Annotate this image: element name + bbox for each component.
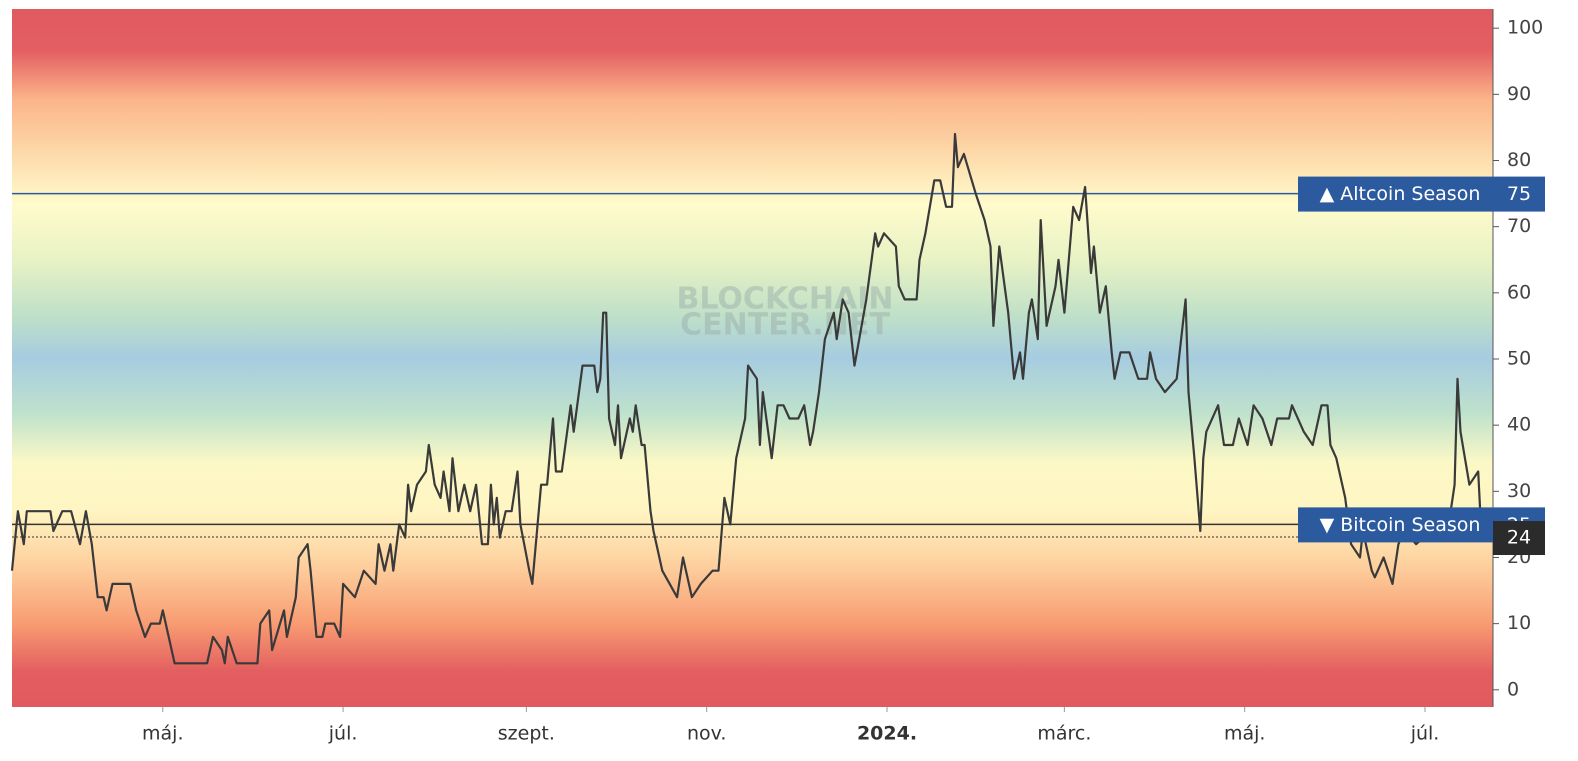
threshold-label-box [1298, 176, 1493, 212]
x-tick-label: 2024. [857, 723, 917, 745]
threshold-label: ▲ Altcoin Season [1320, 183, 1481, 205]
threshold-value-box [1493, 176, 1545, 212]
y-tick-label: 40 [1507, 414, 1531, 436]
y-tick-label: 90 [1507, 83, 1531, 105]
current-value-box [1493, 521, 1545, 556]
threshold-label: ▼ Bitcoin Season [1320, 514, 1481, 536]
y-tick-label: 70 [1507, 215, 1531, 237]
y-tick-label: 100 [1507, 17, 1543, 39]
y-tick-label: 50 [1507, 347, 1531, 369]
current-value: 24 [1507, 527, 1531, 549]
x-tick-label: szept. [498, 723, 555, 745]
x-tick-label: márc. [1037, 723, 1091, 745]
watermark: BLOCKCHAIN [677, 282, 894, 317]
watermark: CENTER.NET [680, 308, 890, 343]
x-tick-label: máj. [1224, 723, 1265, 745]
y-tick-label: 60 [1507, 281, 1531, 303]
x-tick-label: nov. [687, 723, 726, 745]
series-line [10, 132, 1493, 665]
x-tick-label: júl. [1410, 723, 1440, 745]
y-tick-label: 10 [1507, 612, 1531, 634]
y-tick-label: 80 [1507, 149, 1531, 171]
y-tick-label: 30 [1507, 480, 1531, 502]
plot-background [12, 9, 1493, 707]
y-tick-label: 0 [1507, 678, 1519, 700]
x-tick-label: júl. [328, 723, 358, 745]
threshold-value: 75 [1507, 183, 1531, 205]
threshold-label-box [1298, 507, 1493, 543]
x-tick-label: máj. [142, 723, 183, 745]
